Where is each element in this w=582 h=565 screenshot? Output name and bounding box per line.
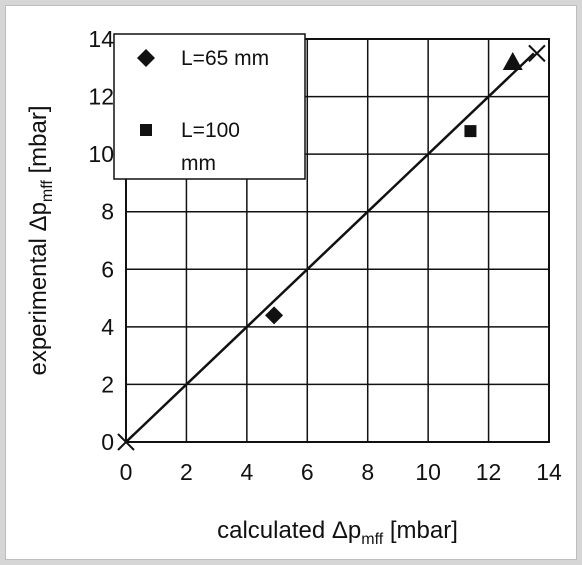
x-tick-label: 0: [120, 459, 133, 485]
x-marker: [528, 44, 546, 63]
x-tick-label: 4: [240, 459, 253, 485]
y-tick-labels: 0 2 4 6 8 10 12 14: [88, 26, 114, 455]
y-tick-label: 8: [101, 199, 114, 225]
legend-square-icon: [140, 124, 152, 136]
x-marker: [117, 433, 135, 451]
y-axis-label: experimental Δpmff [mbar]: [25, 105, 56, 375]
legend: L=65 mm L=100 mm: [113, 33, 306, 180]
legend-label: L=100: [181, 119, 240, 142]
y-tick-label: 4: [101, 314, 114, 340]
x-axis-label-main: calculated Δp: [217, 517, 361, 544]
x-axis-label-unit: [mbar]: [383, 517, 458, 544]
y-axis-label-subscript: mff: [39, 180, 56, 202]
x-tick-labels: 0 2 4 6 8 10 12 14: [120, 459, 562, 485]
y-tick-label: 2: [101, 371, 114, 397]
y-tick-label: 10: [88, 141, 114, 167]
y-tick-label: 6: [101, 256, 114, 282]
chart-frame: 0 2 4 6 8 10 12 14 0 2 4 6 8 10 12 14 calculated Δpmff…: [5, 5, 577, 560]
x-tick-label: 12: [476, 459, 502, 485]
legend-items: L=65 mm L=100 mm: [137, 47, 269, 175]
y-tick-label: 14: [88, 26, 114, 52]
x-tick-label: 6: [301, 459, 314, 485]
x-tick-label: 8: [361, 459, 374, 485]
y-tick-label: 0: [101, 429, 114, 455]
diamond-marker: [265, 306, 284, 325]
triangle-marker: [502, 52, 523, 71]
x-tick-label: 10: [415, 459, 441, 485]
x-axis-label-subscript: mff: [361, 531, 383, 548]
plot-area-border: [125, 38, 550, 443]
y-axis-label-main: experimental Δp: [25, 202, 52, 375]
y-tick-label: 12: [88, 84, 114, 110]
square-marker: [464, 125, 477, 138]
x-tick-label: 2: [180, 459, 193, 485]
x-axis-label: calculated Δpmff [mbar]: [217, 517, 458, 548]
legend-diamond-icon: [137, 49, 155, 67]
data-points: [117, 44, 546, 451]
legend-label: mm: [181, 152, 216, 175]
y-axis-label-unit: [mbar]: [25, 105, 52, 180]
legend-label: L=65 mm: [181, 47, 269, 70]
x-tick-label: 14: [536, 459, 562, 485]
grid-lines: [125, 38, 550, 443]
parity-line: [125, 52, 535, 443]
